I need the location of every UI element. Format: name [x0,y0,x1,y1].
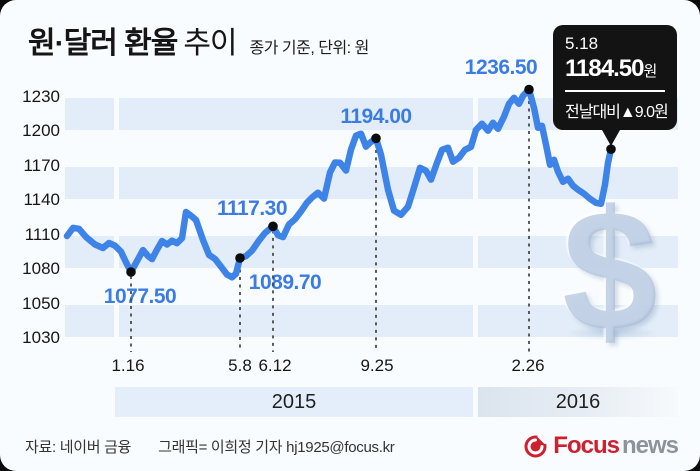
up-arrow-icon: ▲ [619,104,636,121]
x-axis-tick-label: 9.25 [360,356,394,375]
year-band-2016: 2016 [478,387,678,417]
callout-delta-label: 전날대비 [565,104,621,121]
bg-stripe [478,304,678,337]
page-title-suffix: 추이 [183,27,237,60]
x-axis-tick-label: 2.26 [511,356,545,375]
callout-pointer-tail [602,130,620,146]
x-axis-tick-label: 6.12 [258,356,292,375]
focusnews-logo: Focus news [522,432,679,460]
bg-stripe [119,166,473,200]
y-axis-tick-label: 1200 [22,121,60,141]
dollar-sign-icon: $ [562,175,658,367]
footer: 자료: 네이버 금융 그래픽= 이희정 기자 hj1925@focus.kr [25,436,395,457]
callout-value: 1184.50원 [565,55,665,83]
y-axis-tick-label: 1030 [22,328,60,347]
y-axis-tick-label: 1050 [22,293,60,313]
data-point-label: 1117.30 [216,197,288,221]
focusnews-swirl-icon [524,434,547,457]
y-axis-tick-label: 1080 [22,259,60,279]
graphic-credit: 그래픽= 이희정 기자 hj1925@focus.kr [158,439,395,456]
bg-stripe [65,235,114,269]
data-point-label: 1194.00 [340,105,412,129]
bg-stripe [65,98,114,131]
callout-delta-value: 9.0원 [634,104,669,121]
callout-value-number: 1184.50 [565,55,644,82]
data-source: 자료: 네이버 금융 [25,439,132,456]
y-axis-tick-label: 1110 [24,224,60,244]
bg-stripe [119,235,473,269]
data-point-label: 1077.50 [103,285,177,309]
callout-delta: 전날대비▲9.0원 [565,98,669,122]
latest-value-callout: 5.18 1184.50원 전날대비▲9.0원 [553,25,677,146]
y-axis-tick-label: 1230 [22,87,60,106]
logo-brand-text: Focus [553,432,620,459]
bg-stripe [65,304,114,337]
page-title: 원·달러 환율 [28,27,178,60]
bg-stripe [119,304,473,337]
dollar-watermark-shadow [566,326,658,340]
y-axis-tick-label: 1170 [23,155,60,175]
x-axis-tick-label: 1.16 [111,356,145,375]
callout-value-unit: 원 [643,63,657,80]
y-axis-tick-label: 1140 [23,190,60,210]
data-point-label: 1089.70 [248,271,322,295]
callout-divider [565,90,665,92]
data-point-label: 1236.50 [464,55,538,79]
bg-stripe [65,166,114,200]
page-header: 원·달러 환율 추이 종가 기준, 단위: 원 [28,18,369,62]
chart-subtitle: 종가 기준, 단위: 원 [249,40,370,57]
logo-suffix-text: news [621,432,679,459]
x-axis-tick-label: 5.8 [228,356,252,375]
year-band-2015: 2015 [115,387,473,417]
callout-date: 5.18 [565,34,599,53]
